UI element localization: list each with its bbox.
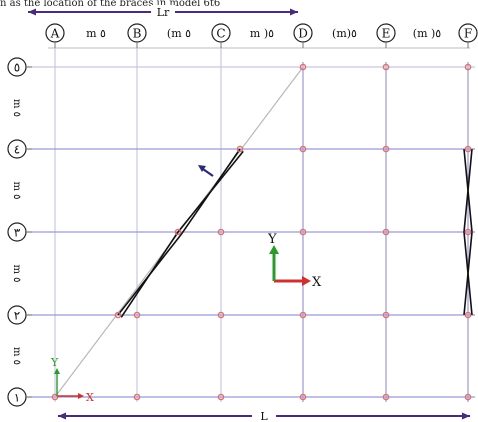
dimension-lines: Lr L [28,5,470,422]
grid-node [382,228,390,236]
span-label-top: (m ٥ [167,27,191,40]
dimension-bottom-arrow-left [58,412,66,420]
grid-node [382,145,390,153]
grid-node [464,228,472,236]
braces [117,148,473,318]
global-x-arrow [78,393,84,399]
brace-column-F-upper-b [463,148,473,233]
coordinate-axes: X Y X Y [50,232,322,404]
span-label-top: m )٥ [250,27,274,40]
grid-node [299,393,307,401]
grid-node [464,393,472,401]
dimension-bottom-arrow-right [462,412,470,420]
caption-fragment: n as the location of the braces in model… [0,0,221,8]
span-label-top: m ٥ [86,27,106,40]
grid-node [299,228,307,236]
local-y-label: Y [267,232,277,247]
grid-node [299,311,307,319]
dimension-top-label-bg [151,5,175,19]
dimension-top-label: Lr [157,6,170,19]
grid-node [464,63,472,71]
span-label-top: (m)٥ [332,27,357,40]
dimension-top-arrow-left [28,8,36,16]
brace-segment-lower-b [120,231,179,318]
grid-node [464,311,472,319]
global-y-arrow [54,368,60,374]
dimension-bottom-label-bg [252,409,276,422]
grid-node [133,311,141,319]
row-bubble-label: ٥ [14,61,20,75]
brace-pointer-head [198,165,206,172]
column-bubble-label: F [464,27,472,41]
row-bubble-label: ٣ [14,226,21,240]
grid-node [382,63,390,71]
grid-node [236,145,244,153]
grid-node [114,311,122,319]
grid-bubbles: A B C D E F ١ ٢ ٣ ٤ ٥ [7,23,478,407]
span-label-top: (m )٥ [413,27,442,40]
global-y-label: Y [50,356,59,369]
column-bubble-label: A [50,27,60,41]
span-label-side: m ٥ [11,347,22,365]
local-x-arrow [302,276,311,286]
grid-node [217,228,225,236]
column-bubble-label: B [133,27,142,41]
grid-nodes [51,63,472,401]
row-bubble-label: ٢ [14,309,20,323]
row-bubble-label: ١ [14,391,20,405]
local-x-label: X [312,275,322,290]
grid-lines [22,47,475,402]
span-labels: m ٥ (m ٥ m )٥ (m)٥ (m )٥ m ٥ m ٥ m ٥ m ٥ [11,27,441,365]
row-bubble-label: ٤ [14,143,20,157]
span-label-side: m ٥ [11,264,22,282]
global-x-label: X [86,391,94,404]
column-bubble-label: D [298,27,308,41]
grid-node [382,311,390,319]
span-label-side: m ٥ [11,181,22,199]
grid-node [217,311,225,319]
grid-node [464,145,472,153]
grid-node [174,228,182,236]
dimension-top-arrow-right [290,8,298,16]
grid-node [51,393,59,401]
grid-node [133,393,141,401]
grid-node [299,63,307,71]
dimension-bottom-label: L [260,410,268,422]
grid-node [382,393,390,401]
local-y-arrow [269,245,279,254]
grid-node [217,393,225,401]
column-bubble-label: C [216,27,225,41]
brace-column-F-lower-b [463,231,473,316]
span-label-side: m ٥ [11,99,22,117]
brace-segment-upper-b [180,148,241,235]
grid-node [299,145,307,153]
column-bubble-label: E [382,27,391,41]
